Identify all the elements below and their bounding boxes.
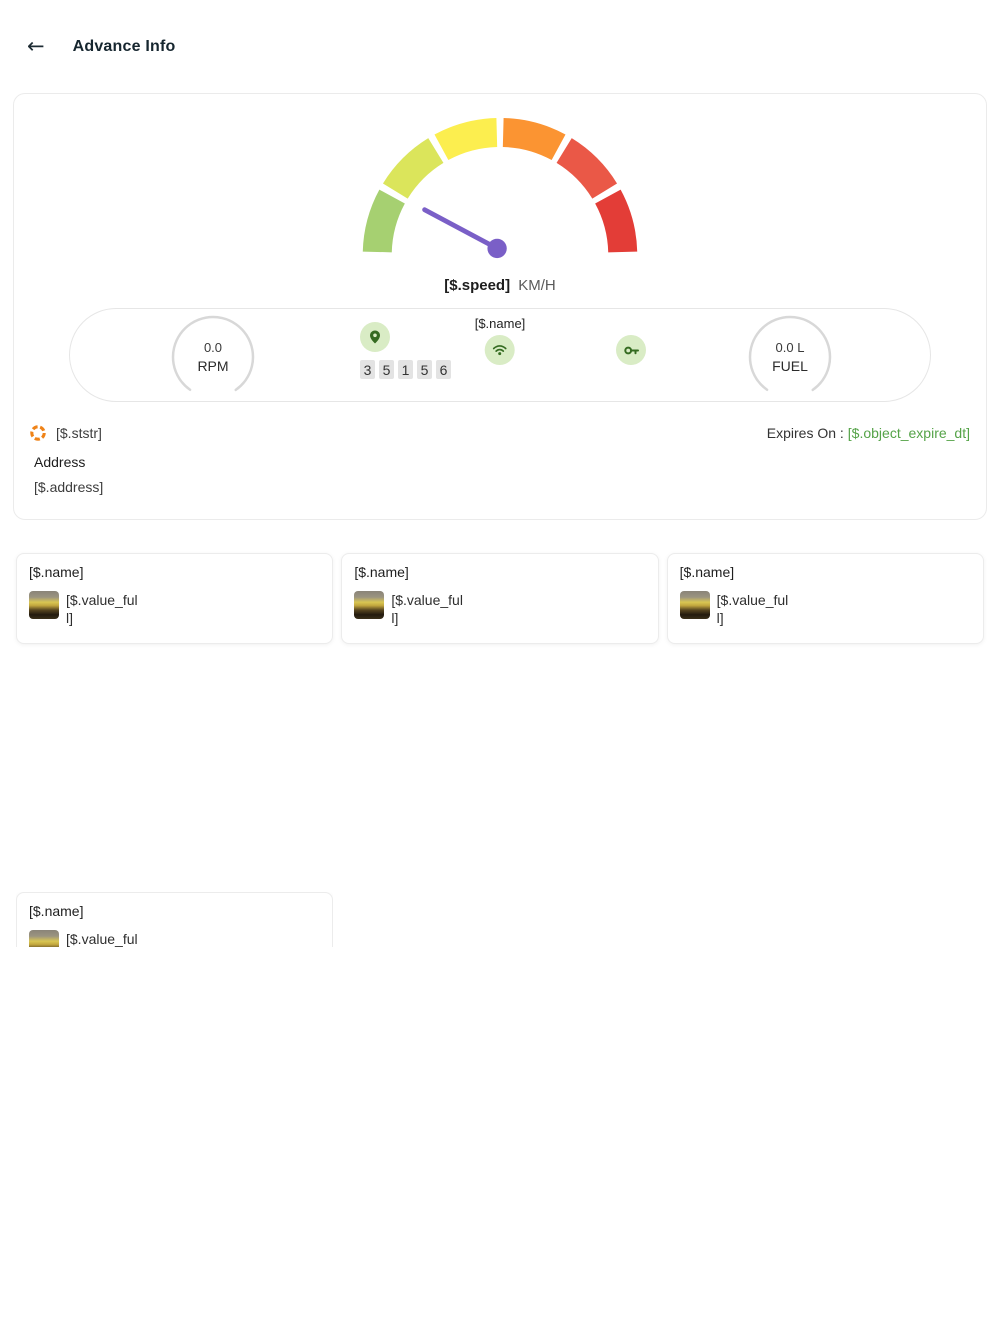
speed-value: [$.speed]	[444, 277, 511, 294]
fuel-ring	[748, 315, 832, 399]
location-pin-icon	[370, 330, 380, 344]
expires-on: Expires On : [$.object_expire_dt]	[767, 425, 970, 441]
back-arrow-icon[interactable]: ←	[27, 34, 45, 58]
page-title: Advance Info	[72, 37, 176, 55]
info-card[interactable]: [$.name] [$.value_full]	[16, 892, 333, 947]
gauge-segment-3	[434, 117, 498, 161]
info-card[interactable]: [$.name] [$.value_full]	[666, 553, 984, 644]
card-thumbnail-image	[679, 591, 710, 619]
fuel-label: FUEL	[772, 358, 808, 374]
odometer-group: 3 5 1 5 6	[360, 322, 451, 379]
card-thumbnail-image	[354, 591, 385, 619]
odometer-digit: 5	[417, 360, 432, 379]
card-title: [$.name]	[29, 903, 84, 919]
vehicle-name: [$.name]	[474, 316, 526, 331]
speed-readout: [$.speed] KM/H	[14, 277, 986, 294]
address-value: [$.address]	[34, 479, 104, 495]
partial-card-clip: [$.name] [$.value_full]	[16, 892, 333, 947]
gauge-segment-2	[382, 138, 444, 199]
wifi-icon	[493, 345, 507, 356]
speed-unit: KM/H	[518, 277, 556, 294]
ignition-group	[616, 335, 646, 365]
top-bar: ← Advance Info	[0, 0, 1000, 93]
location-icon-circle	[360, 322, 390, 352]
expires-value: [$.object_expire_dt]	[847, 425, 970, 441]
gauge-segment-1	[362, 189, 405, 253]
card-title: [$.name]	[679, 564, 735, 580]
card-thumbnail-image	[29, 930, 59, 947]
card-title: [$.name]	[29, 564, 84, 580]
expires-label: Expires On :	[766, 425, 844, 441]
wifi-icon-circle	[485, 335, 515, 365]
gauge-segment-5	[556, 138, 618, 199]
fuel-value: 0.0 L	[775, 340, 805, 355]
key-icon	[623, 346, 639, 354]
connection-group: [$.name]	[474, 316, 526, 365]
card-value: [$.value_full]	[391, 592, 463, 626]
vehicle-dashboard-card: [$.speed] KM/H 0.0 RPM 3 5 1	[13, 93, 987, 520]
status-text: [$.ststr]	[56, 425, 102, 441]
info-cards-row: [$.name] [$.value_full] [$.name] [$.valu…	[16, 553, 984, 644]
speedometer-gauge	[355, 110, 645, 265]
address-block: Address [$.address]	[34, 454, 986, 495]
card-thumbnail-image	[29, 591, 59, 619]
gauge-segment-6	[595, 189, 638, 253]
card-value: [$.value_full]	[66, 592, 138, 626]
odometer-digits: 3 5 1 5 6	[360, 360, 451, 379]
info-card[interactable]: [$.name] [$.value_full]	[16, 553, 334, 644]
card-value: [$.value_full]	[716, 592, 789, 626]
address-label: Address	[34, 454, 86, 470]
card-title: [$.name]	[354, 564, 409, 580]
gauge-needle-hub	[487, 238, 507, 259]
key-icon-circle	[616, 335, 646, 365]
odometer-digit: 6	[436, 360, 451, 379]
info-card[interactable]: [$.name] [$.value_full]	[341, 553, 659, 644]
dashboard-strip: 0.0 RPM 3 5 1 5 6 [$.name]	[69, 308, 931, 402]
rpm-label: RPM	[197, 358, 229, 374]
gauge-segment-4	[502, 117, 566, 161]
odometer-digit: 1	[398, 360, 413, 379]
odometer-digit: 3	[360, 360, 375, 379]
fuel-gauge: 0.0 L FUEL	[748, 315, 832, 399]
rpm-value: 0.0	[203, 340, 223, 355]
rpm-gauge: 0.0 RPM	[171, 315, 255, 399]
card-value: [$.value_full]	[66, 931, 138, 947]
rpm-ring	[171, 315, 255, 399]
status-row: [$.ststr] Expires On : [$.object_expire_d…	[29, 424, 970, 442]
gauge-needle	[422, 207, 500, 251]
status-spinner-icon	[30, 425, 46, 441]
odometer-digit: 5	[379, 360, 394, 379]
speedometer-arc	[362, 117, 638, 259]
